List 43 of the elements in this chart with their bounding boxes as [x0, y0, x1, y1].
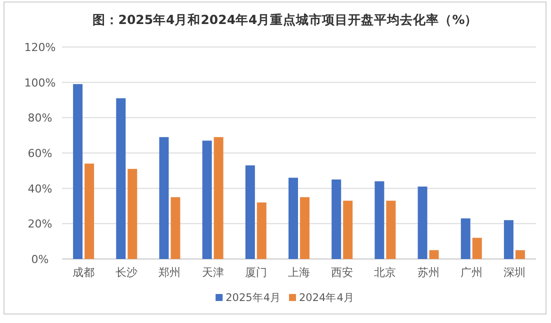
y-tick-label: 60%: [28, 147, 52, 160]
bar: [256, 202, 266, 259]
legend-label: 2024年4月: [299, 292, 354, 304]
bar: [418, 186, 428, 259]
bar: [116, 98, 126, 259]
bar: [214, 137, 224, 259]
y-tick-label: 40%: [28, 182, 52, 196]
x-tick-label: 西安: [331, 266, 354, 279]
x-tick-label: 天津: [202, 266, 224, 279]
bar: [504, 220, 514, 259]
y-tick-label: 120%: [24, 41, 56, 54]
x-tick-label: 上海: [288, 266, 310, 279]
x-tick-label: 厦门: [244, 266, 267, 279]
x-tick-label: 长沙: [116, 266, 138, 279]
bar: [460, 218, 470, 259]
x-tick-label: 成都: [72, 266, 95, 279]
y-tick-label: 20%: [28, 218, 52, 231]
bar: [332, 180, 342, 259]
bar: [300, 197, 310, 259]
x-tick-label: 深圳: [503, 266, 526, 279]
bar: [288, 178, 298, 259]
y-tick-label: 80%: [28, 112, 52, 125]
bar: [159, 137, 169, 259]
x-tick-label: 苏州: [417, 266, 440, 279]
y-tick-label: 0%: [31, 253, 49, 266]
bar: [515, 250, 525, 259]
x-tick-label: 广州: [460, 266, 482, 279]
bar: [202, 140, 212, 259]
bar: [374, 181, 384, 259]
bar: [245, 165, 255, 259]
bar: [472, 238, 482, 259]
x-tick-label: 郑州: [158, 266, 181, 279]
chart-title: 图：2025年4月和2024年4月重点城市项目开盘平均去化率（%）: [92, 12, 478, 27]
y-tick-label: 100%: [24, 76, 56, 90]
bar: [170, 197, 180, 259]
bar: [128, 168, 138, 259]
bar: [84, 164, 94, 259]
bar: [386, 200, 396, 259]
bar: [343, 200, 353, 259]
legend-label: 2025年4月: [226, 292, 281, 304]
bar: [429, 250, 439, 259]
bar: [73, 84, 83, 259]
x-tick-label: 北京: [374, 266, 396, 279]
